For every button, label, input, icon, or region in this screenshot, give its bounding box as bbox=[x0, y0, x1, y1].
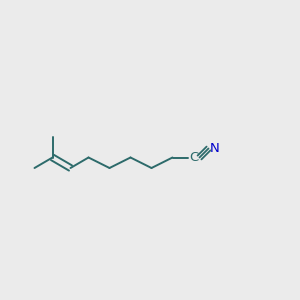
Text: N: N bbox=[210, 142, 219, 155]
Text: C: C bbox=[189, 151, 198, 164]
